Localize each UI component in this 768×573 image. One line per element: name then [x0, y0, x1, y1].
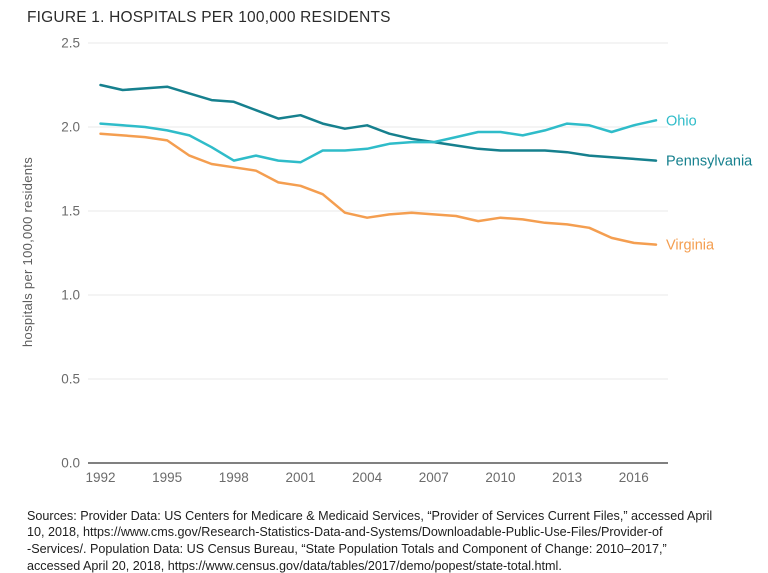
- y-tick-label: 2.5: [61, 36, 80, 51]
- x-tick-label: 1998: [219, 470, 249, 485]
- x-tick-label: 2016: [619, 470, 649, 485]
- x-tick-label: 2004: [352, 470, 383, 485]
- y-tick-label: 1.5: [61, 204, 80, 219]
- series-line-virginia: [99, 132, 658, 246]
- source-note: Sources: Provider Data: US Centers for M…: [27, 508, 712, 573]
- y-tick-label: 0.5: [61, 372, 80, 387]
- x-tick-label: 2001: [285, 470, 315, 485]
- source-line-3: -Services/. Population Data: US Census B…: [27, 542, 667, 557]
- series-line-ohio: [99, 119, 658, 164]
- y-tick-label: 0.0: [61, 456, 80, 471]
- y-tick-label: 2.0: [61, 120, 80, 135]
- series-line-pennsylvania: [99, 83, 658, 162]
- figure-title: FIGURE 1. HOSPITALS PER 100,000 RESIDENT…: [27, 9, 391, 26]
- x-tick-label: 2007: [419, 470, 449, 485]
- x-tick-label: 2010: [485, 470, 515, 485]
- legend-label-pennsylvania: Pennsylvania: [666, 154, 753, 170]
- y-axis-title: hospitals per 100,000 residents: [20, 157, 35, 347]
- x-tick-label: 1995: [152, 470, 182, 485]
- source-line-4: accessed April 20, 2018, https://www.cen…: [27, 558, 562, 573]
- y-tick-label: 1.0: [61, 288, 80, 303]
- source-line-1: Sources: Provider Data: US Centers for M…: [27, 508, 713, 523]
- x-tick-label: 2013: [552, 470, 582, 485]
- legend-label-virginia: Virginia: [666, 238, 715, 254]
- legend-label-ohio: Ohio: [666, 113, 697, 129]
- source-line-2: 10, 2018, https://www.cms.gov/Research-S…: [27, 525, 663, 540]
- x-tick-label: 1992: [85, 470, 115, 485]
